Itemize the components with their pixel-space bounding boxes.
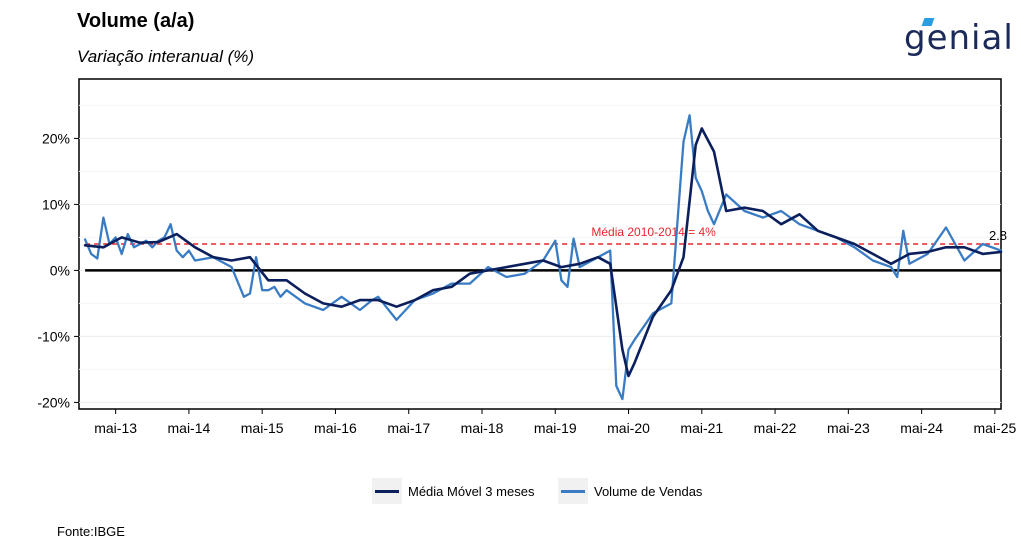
x-tick-label: mai-23 [827, 420, 870, 436]
x-tick-label: mai-22 [754, 420, 797, 436]
genial-logo: genial [904, 18, 1014, 62]
x-tick-label: mai-15 [241, 420, 284, 436]
legend-label-mm3: Média Móvel 3 meses [408, 483, 535, 499]
y-tick-label: 20% [42, 130, 70, 146]
legend: Média Móvel 3 meses Volume de Vendas [0, 476, 1024, 506]
y-tick-label: 0% [50, 262, 70, 278]
last-value-label: 2.8 [989, 228, 1007, 243]
legend-key-volume [558, 478, 588, 504]
x-tick-label: mai-18 [461, 420, 504, 436]
x-tick-label: mai-14 [168, 420, 211, 436]
x-tick-label: mai-13 [94, 420, 137, 436]
y-tick-label: -10% [37, 328, 70, 344]
source-note: Fonte:IBGE [57, 524, 125, 539]
x-tick-label: mai-19 [534, 420, 577, 436]
x-tick-label: mai-21 [680, 420, 723, 436]
axis-layer: -20% -10% 0% 10% 20% mai-13 mai-14 mai-15 mai-16… [37, 130, 1016, 436]
series-line-mm3 [83, 127, 1003, 378]
series-line-volume [83, 114, 1003, 401]
legend-item-volume: Volume de Vendas [558, 476, 702, 506]
x-tick-label: mai-16 [314, 420, 357, 436]
legend-key-mm3 [372, 478, 402, 504]
reference-label: Média 2010-2014 = 4% [591, 225, 716, 239]
chart-title: Volume (a/a) [77, 10, 195, 32]
chart-subtitle: Variação interanual (%) [77, 47, 255, 66]
y-tick-label: 10% [42, 196, 70, 212]
legend-item-mm3: Média Móvel 3 meses [372, 476, 534, 506]
x-tick-label: mai-24 [900, 420, 943, 436]
x-tick-label: mai-17 [387, 420, 430, 436]
series-layer: 2.8 [83, 114, 1007, 401]
legend-label-volume: Volume de Vendas [594, 483, 703, 499]
x-tick-label: mai-20 [607, 420, 650, 436]
y-tick-label: -20% [37, 394, 70, 410]
x-tick-label: mai-25 [973, 420, 1016, 436]
